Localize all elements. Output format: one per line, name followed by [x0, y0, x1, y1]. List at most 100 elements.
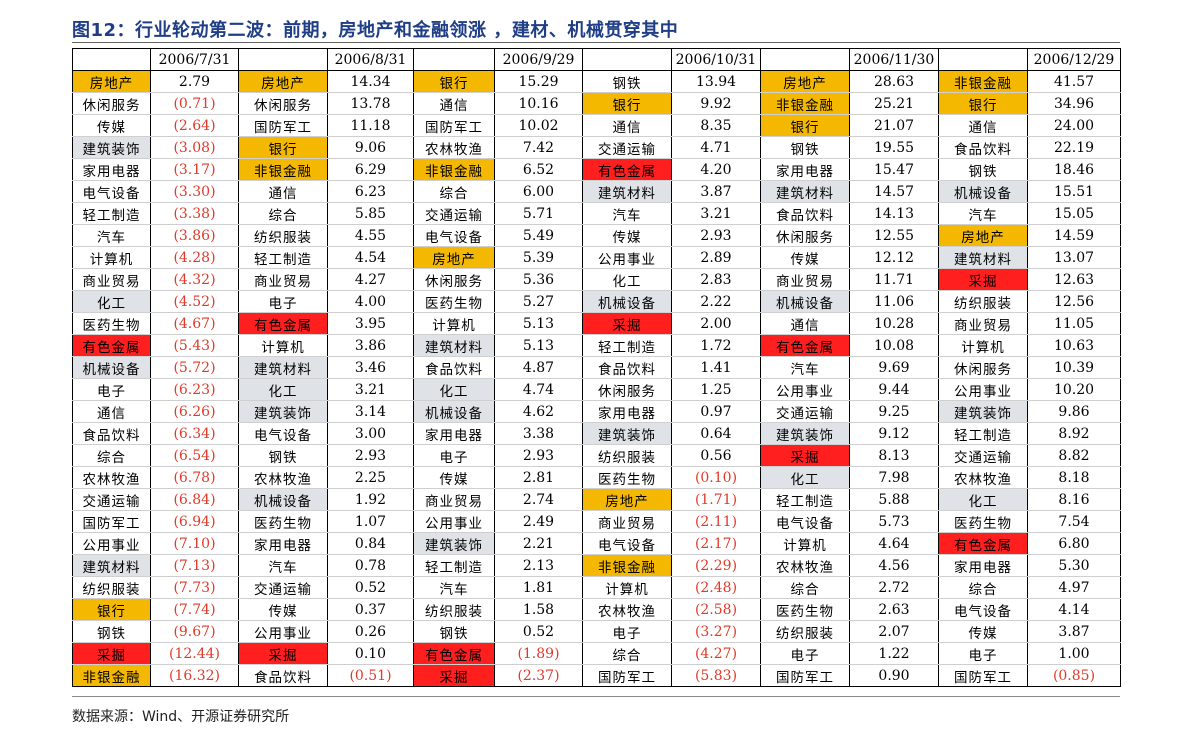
- industry-cell: 建筑材料: [582, 180, 672, 203]
- return-value-cell: 0.64: [671, 422, 761, 445]
- return-value-cell: 14.34: [327, 70, 414, 93]
- industry-cell: 电子: [238, 290, 328, 313]
- return-value-cell: 1.72: [671, 334, 761, 357]
- industry-cell: 有色金属: [413, 642, 495, 665]
- return-value-cell: 5.73: [849, 510, 939, 533]
- return-value-cell: 3.21: [671, 202, 761, 225]
- return-value-cell: 4.64: [849, 532, 939, 555]
- return-value-cell: 2.93: [327, 444, 414, 467]
- industry-cell: 通信: [760, 312, 850, 335]
- industry-cell: 采掘: [938, 268, 1028, 291]
- industry-cell: 通信: [413, 92, 495, 115]
- table-row: 国防军工 (6.94) 医药生物 1.07 公用事业 2.49 商业贸易 (2.11) 电气设备…: [72, 510, 1121, 533]
- table-row: 建筑材料 (7.13) 汽车 0.78 轻工制造 2.13 非银金融 (2.29) 农林牧渔 4.…: [72, 554, 1121, 577]
- industry-cell: 农林牧渔: [582, 598, 672, 621]
- industry-cell: 有色金属: [760, 334, 850, 357]
- industry-cell: 食品饮料: [760, 202, 850, 225]
- return-value-cell: (3.86): [150, 224, 239, 247]
- industry-cell: 纺织服装: [582, 444, 672, 467]
- industry-cell: 医药生物: [938, 510, 1028, 533]
- return-value-cell: 3.00: [327, 422, 414, 445]
- return-value-cell: 2.07: [849, 620, 939, 643]
- industry-cell: 休闲服务: [238, 92, 328, 115]
- bottom-divider: [72, 696, 1120, 697]
- return-value-cell: (7.74): [150, 598, 239, 621]
- return-value-cell: 5.13: [494, 312, 583, 335]
- table-row: 商业贸易 (4.32) 商业贸易 4.27 休闲服务 5.36 化工 2.83 商业贸易 11.7…: [72, 268, 1121, 291]
- return-value-cell: 1.81: [494, 576, 583, 599]
- industry-cell: 传媒: [72, 114, 151, 137]
- industry-cell: 家用电器: [238, 532, 328, 555]
- return-value-cell: 2.21: [494, 532, 583, 555]
- header-industry-cell: [413, 48, 495, 71]
- return-value-cell: 5.27: [494, 290, 583, 313]
- industry-cell: 通信: [582, 114, 672, 137]
- return-value-cell: (4.67): [150, 312, 239, 335]
- industry-cell: 电气设备: [938, 598, 1028, 621]
- return-value-cell: 1.41: [671, 356, 761, 379]
- return-value-cell: 7.42: [494, 136, 583, 159]
- industry-cell: 电气设备: [413, 224, 495, 247]
- industry-cell: 公用事业: [760, 378, 850, 401]
- return-value-cell: 0.78: [327, 554, 414, 577]
- return-value-cell: 1.07: [327, 510, 414, 533]
- table-row: 采掘 (12.44) 采掘 0.10 有色金属 (1.89) 综合 (4.27) 电子 1.22 电…: [72, 642, 1121, 665]
- return-value-cell: 5.13: [494, 334, 583, 357]
- return-value-cell: 13.78: [327, 92, 414, 115]
- industry-cell: 房地产: [938, 224, 1028, 247]
- return-value-cell: (6.54): [150, 444, 239, 467]
- industry-cell: 交通运输: [938, 444, 1028, 467]
- table-row: 房地产 2.79 房地产 14.34 银行 15.29 钢铁 13.94 房地产 28.63 非银金…: [72, 70, 1121, 93]
- industry-cell: 交通运输: [582, 136, 672, 159]
- return-value-cell: 11.05: [1027, 312, 1121, 335]
- industry-cell: 轻工制造: [72, 202, 151, 225]
- industry-cell: 轻工制造: [238, 246, 328, 269]
- return-value-cell: 10.20: [1027, 378, 1121, 401]
- industry-cell: 综合: [238, 202, 328, 225]
- return-value-cell: 1.25: [671, 378, 761, 401]
- table-row: 传媒 (2.64) 国防军工 11.18 国防军工 10.02 通信 8.35 银行 21.07 通…: [72, 114, 1121, 137]
- industry-cell: 国防军工: [413, 114, 495, 137]
- return-value-cell: 8.82: [1027, 444, 1121, 467]
- return-value-cell: 2.74: [494, 488, 583, 511]
- table-row: 公用事业 (7.10) 家用电器 0.84 建筑装饰 2.21 电气设备 (2.17) 计算机 4…: [72, 532, 1121, 555]
- industry-cell: 银行: [413, 70, 495, 93]
- industry-cell: 建筑装饰: [413, 532, 495, 555]
- return-value-cell: 2.13: [494, 554, 583, 577]
- table-row: 休闲服务 (0.71) 休闲服务 13.78 通信 10.16 银行 9.92 非银金融 25.2…: [72, 92, 1121, 115]
- table-row: 纺织服装 (7.73) 交通运输 0.52 汽车 1.81 计算机 (2.48) 综合 2.72 综…: [72, 576, 1121, 599]
- return-value-cell: 2.00: [671, 312, 761, 335]
- industry-cell: 医药生物: [760, 598, 850, 621]
- industry-cell: 电子: [760, 642, 850, 665]
- industry-cell: 采掘: [238, 642, 328, 665]
- industry-cell: 采掘: [760, 444, 850, 467]
- return-value-cell: 2.25: [327, 466, 414, 489]
- return-value-cell: 15.47: [849, 158, 939, 181]
- industry-cell: 汽车: [938, 202, 1028, 225]
- industry-cell: 建筑材料: [760, 180, 850, 203]
- industry-cell: 家用电器: [413, 422, 495, 445]
- return-value-cell: (6.94): [150, 510, 239, 533]
- return-value-cell: 11.71: [849, 268, 939, 291]
- return-value-cell: 24.00: [1027, 114, 1121, 137]
- industry-cell: 房地产: [582, 488, 672, 511]
- return-value-cell: 12.12: [849, 246, 939, 269]
- return-value-cell: 8.18: [1027, 466, 1121, 489]
- return-value-cell: 3.86: [327, 334, 414, 357]
- return-value-cell: 0.26: [327, 620, 414, 643]
- industry-cell: 建筑装饰: [760, 422, 850, 445]
- return-value-cell: (7.10): [150, 532, 239, 555]
- industry-cell: 传媒: [413, 466, 495, 489]
- industry-cell: 建筑装饰: [938, 400, 1028, 423]
- industry-cell: 汽车: [760, 356, 850, 379]
- return-value-cell: 4.62: [494, 400, 583, 423]
- industry-cell: 银行: [582, 92, 672, 115]
- industry-cell: 机械设备: [582, 290, 672, 313]
- return-value-cell: 4.97: [1027, 576, 1121, 599]
- industry-cell: 银行: [238, 136, 328, 159]
- header-industry-cell: [72, 48, 151, 71]
- industry-cell: 电气设备: [238, 422, 328, 445]
- return-value-cell: (16.32): [150, 664, 239, 687]
- industry-cell: 汽车: [72, 224, 151, 247]
- industry-cell: 食品饮料: [238, 664, 328, 687]
